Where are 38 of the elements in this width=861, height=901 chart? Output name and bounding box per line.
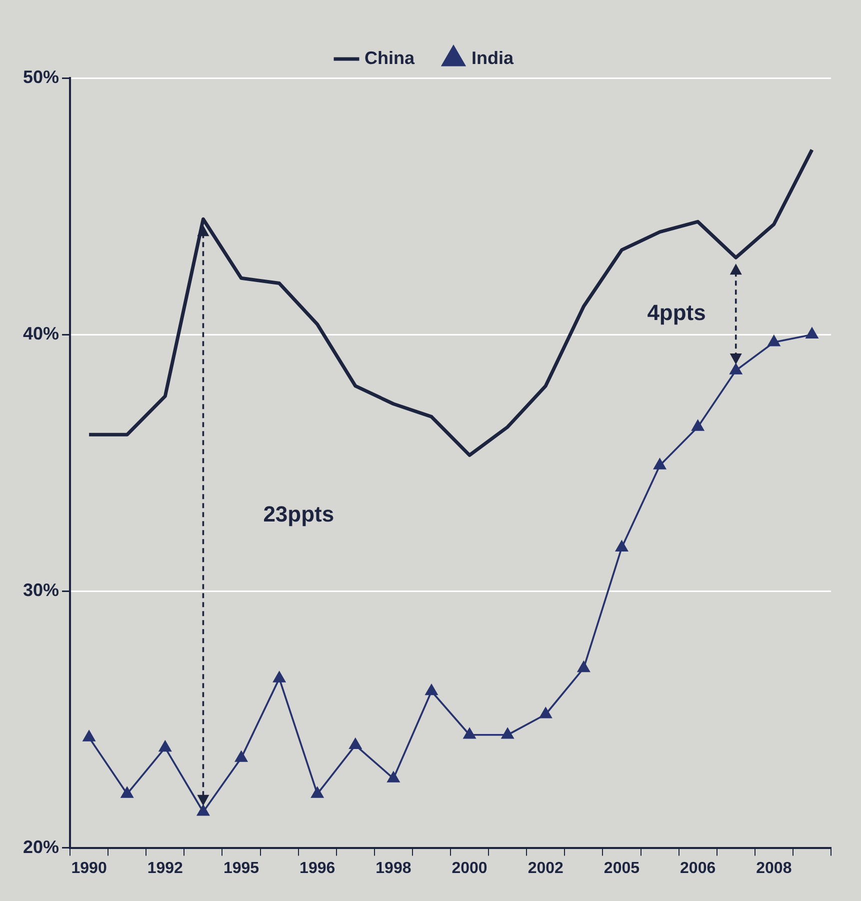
point [501, 728, 514, 739]
point [121, 787, 134, 798]
point [425, 684, 438, 696]
x-tick-label: 1992 [147, 860, 184, 877]
point [82, 730, 96, 742]
legend-label: China [364, 48, 416, 68]
point [654, 458, 666, 470]
x-tick-label: 1995 [223, 860, 260, 877]
point [387, 772, 400, 782]
y-tick-label: 30% [22, 580, 60, 600]
x-tick-label: 1990 [71, 860, 107, 877]
y-tick-label: 50% [22, 66, 60, 87]
point [159, 740, 172, 752]
point [463, 728, 476, 739]
x-tick-label: 1996 [300, 860, 336, 877]
point [730, 364, 742, 374]
x-tick-label: 1998 [376, 860, 412, 877]
point [692, 420, 704, 431]
point [349, 738, 362, 750]
point [578, 661, 590, 672]
point [273, 672, 286, 682]
x-tick-label: 2006 [680, 860, 716, 877]
legend-label: India [472, 48, 514, 68]
point [806, 328, 818, 338]
annotation: 4ppts [647, 300, 706, 326]
annotation: 23ppts [263, 502, 334, 527]
x-tick-label: 2000 [452, 860, 488, 877]
point [540, 707, 552, 718]
point [235, 751, 248, 762]
point [616, 540, 628, 552]
point [197, 804, 210, 816]
x-tick-label: 2002 [528, 860, 564, 877]
point [311, 787, 324, 798]
x-tick-label: 2005 [604, 860, 640, 877]
y-tick-label: 20% [22, 836, 60, 857]
point [768, 335, 780, 346]
y-tick-label: 40% [22, 324, 60, 344]
x-tick-label: 2008 [756, 860, 792, 877]
